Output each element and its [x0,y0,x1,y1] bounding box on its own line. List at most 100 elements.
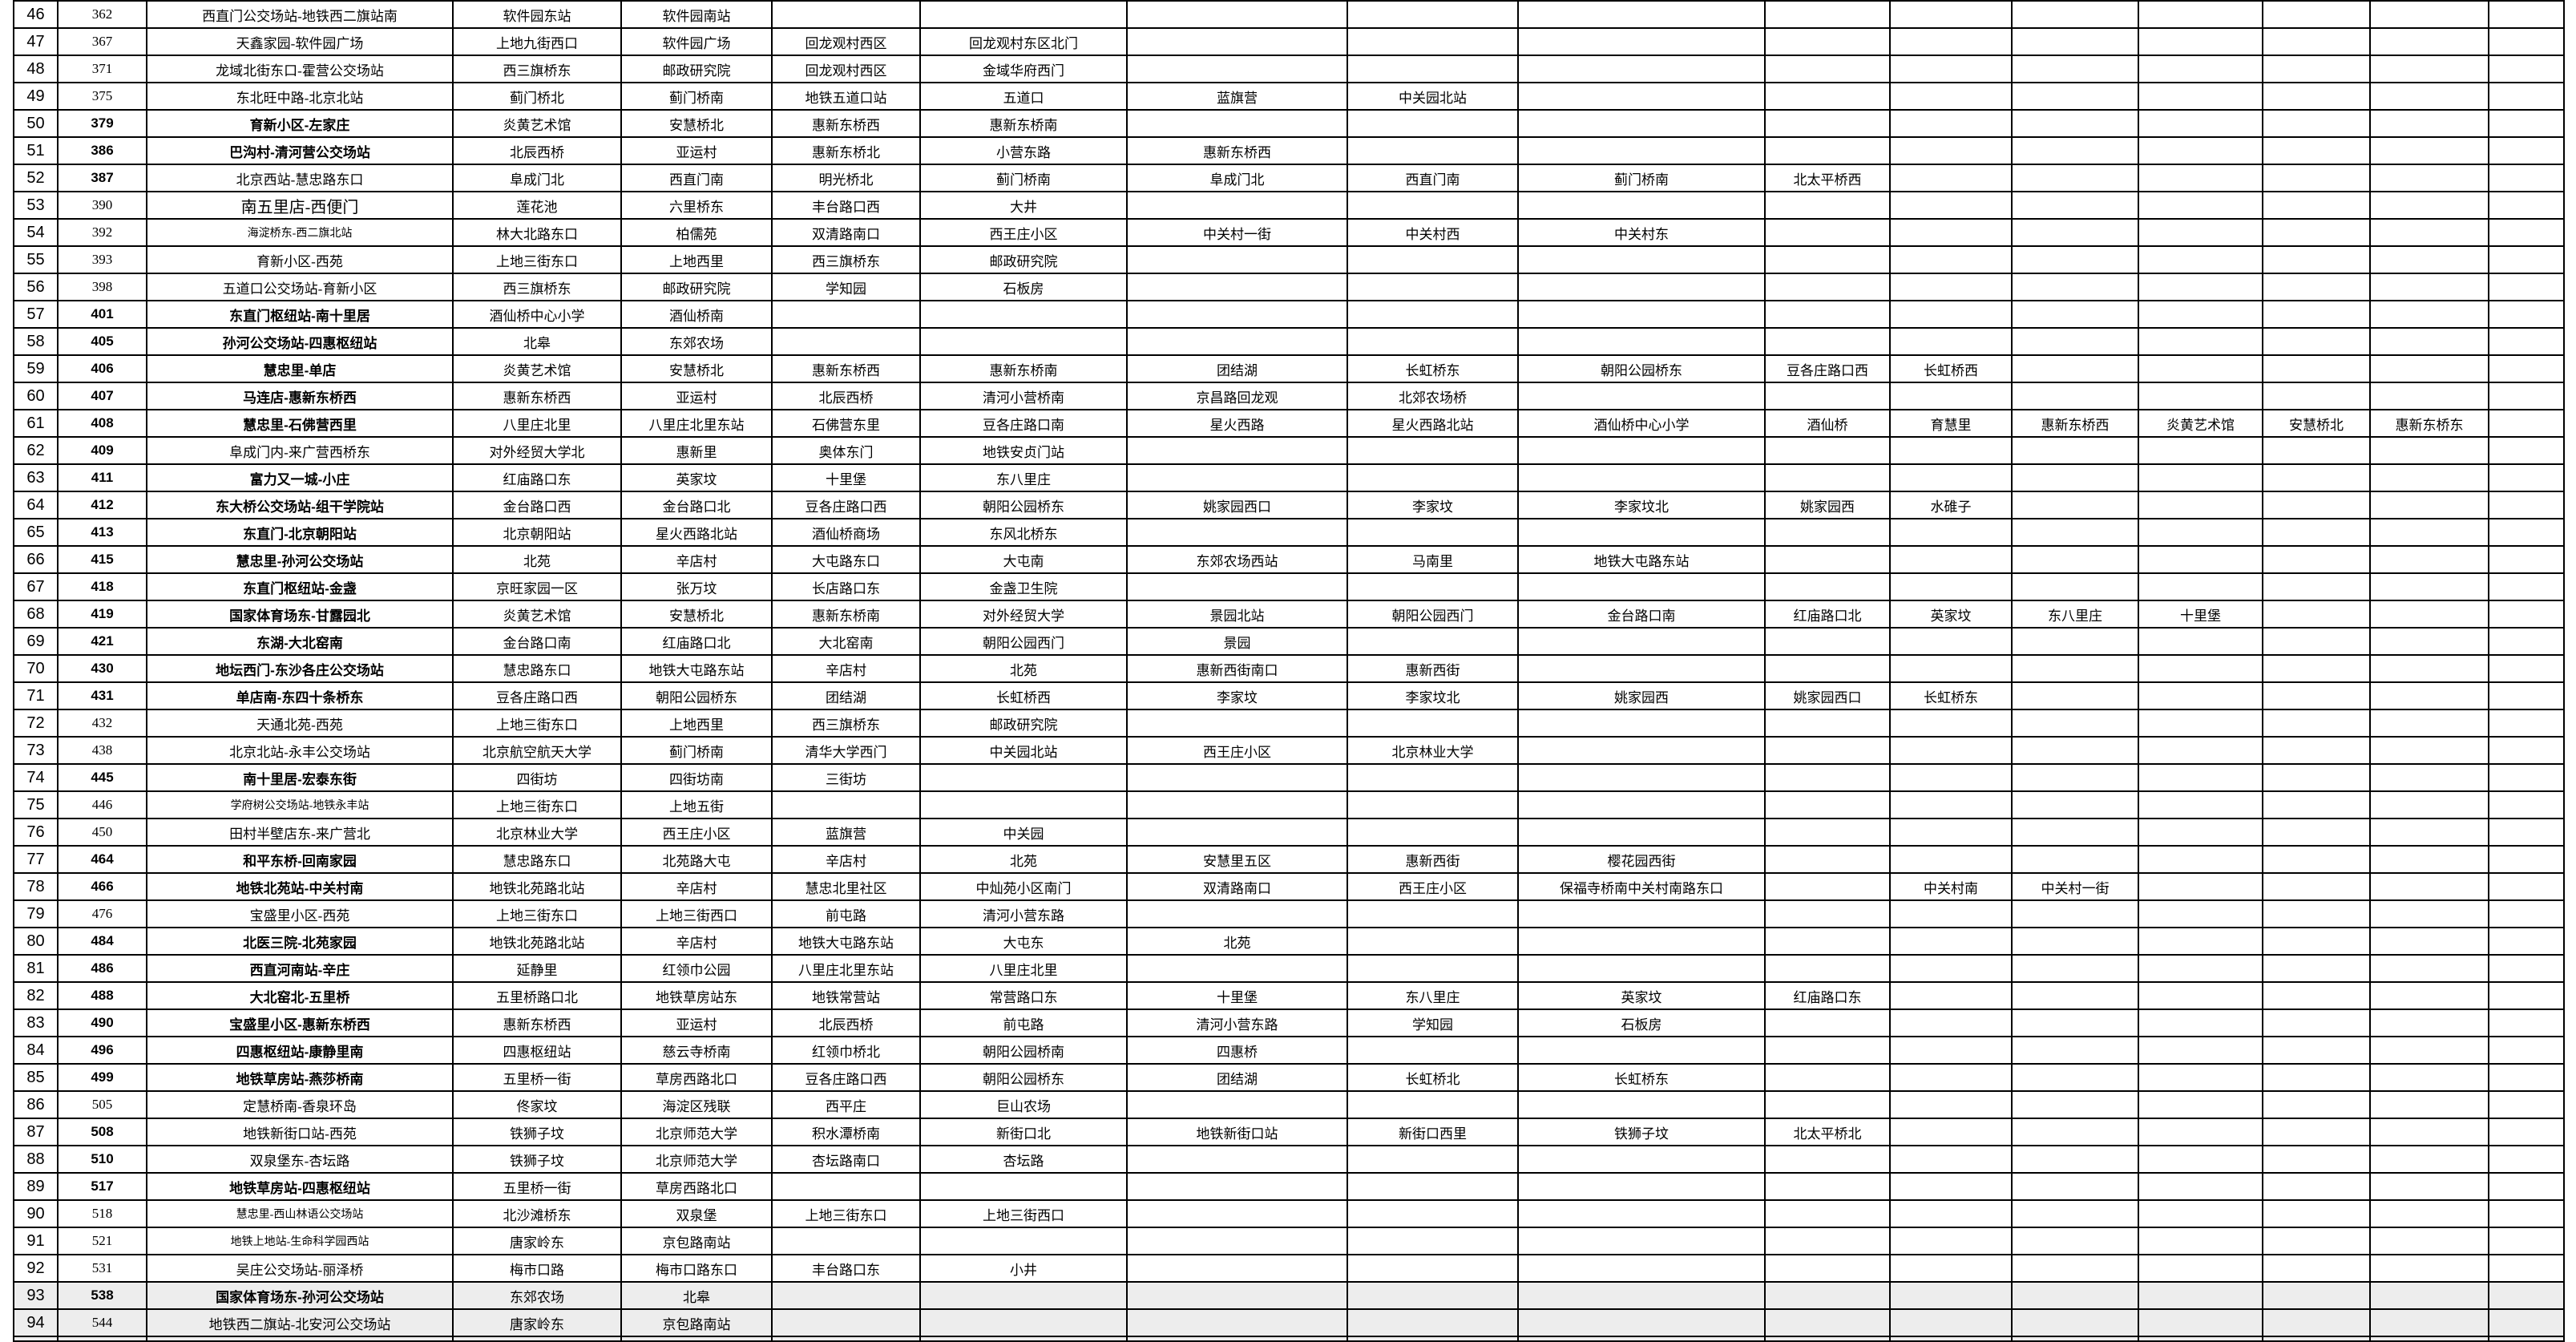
station-cell[interactable] [2263,356,2371,383]
station-cell[interactable]: 东郊农场西站 [1128,547,1348,574]
station-cell[interactable] [1519,956,1766,983]
station-cell[interactable]: 西王庄小区 [1128,738,1348,765]
station-cell[interactable] [1348,1337,1519,1342]
route-name-cell[interactable]: 吴庄公交场站-丽泽桥 [147,1255,454,1283]
station-cell[interactable] [773,1174,921,1201]
row-number-cell[interactable]: 62 [14,438,59,465]
station-cell[interactable] [1519,574,1766,601]
station-cell[interactable]: 大北窑南 [773,629,921,656]
row-number-cell[interactable]: 53 [14,192,59,220]
station-cell[interactable] [2013,138,2139,165]
station-cell[interactable] [2489,683,2565,710]
station-cell[interactable] [2489,819,2565,847]
station-cell[interactable] [2489,1283,2565,1310]
station-cell[interactable]: 前屯路 [773,901,921,928]
station-cell[interactable]: 京昌路回龙观 [1128,383,1348,410]
station-cell[interactable] [2013,1065,2139,1092]
station-cell[interactable] [1891,1228,2013,1255]
station-cell[interactable] [2139,1174,2263,1201]
station-cell[interactable]: 学知园 [773,274,921,301]
station-cell[interactable] [1348,138,1519,165]
row-number-cell[interactable]: 85 [14,1065,59,1092]
station-cell[interactable]: 西三旗桥东 [773,710,921,738]
station-cell[interactable]: 水碓子 [1891,492,2013,519]
station-cell[interactable] [1519,1146,1766,1174]
station-cell[interactable]: 地铁新街口站 [1128,1119,1348,1146]
station-cell[interactable] [1128,1255,1348,1283]
row-number-cell[interactable]: 89 [14,1174,59,1201]
station-cell[interactable] [2139,138,2263,165]
route-name-cell[interactable]: 巴沟村-清河营公交场站 [147,138,454,165]
row-number-cell[interactable]: 56 [14,274,59,301]
station-cell[interactable]: 双泉堡 [622,1201,773,1228]
station-cell[interactable]: 姚家园西 [1766,492,1891,519]
station-cell[interactable] [2263,1310,2371,1337]
station-cell[interactable]: 西直门南 [1348,165,1519,192]
station-cell[interactable]: 炎黄艺术馆 [454,356,622,383]
station-cell[interactable] [454,1337,622,1342]
station-cell[interactable]: 草房西路北口 [622,1065,773,1092]
station-cell[interactable] [2489,83,2565,111]
route-id-cell[interactable]: 484 [59,928,147,956]
station-cell[interactable]: 前屯路 [921,1010,1128,1037]
station-cell[interactable]: 蓟门桥南 [1519,165,1766,192]
row-number-cell[interactable]: 69 [14,629,59,656]
row-number-cell[interactable]: 79 [14,901,59,928]
station-cell[interactable] [1766,220,1891,247]
station-cell[interactable]: 辛店村 [622,928,773,956]
station-cell[interactable] [1891,956,2013,983]
station-cell[interactable]: 双清路南口 [773,220,921,247]
station-cell[interactable] [1891,465,2013,492]
station-cell[interactable]: 惠新东桥南 [773,601,921,629]
station-cell[interactable]: 红庙路口北 [1766,601,1891,629]
station-cell[interactable] [1891,383,2013,410]
station-cell[interactable] [1128,329,1348,356]
station-cell[interactable]: 上地三街东口 [454,247,622,274]
station-cell[interactable]: 地铁大屯路东站 [1519,547,1766,574]
station-cell[interactable] [1766,1255,1891,1283]
station-cell[interactable]: 明光桥北 [773,165,921,192]
station-cell[interactable]: 北苑 [921,656,1128,683]
station-cell[interactable] [1128,29,1348,56]
station-cell[interactable] [2489,656,2565,683]
station-cell[interactable] [2013,192,2139,220]
station-cell[interactable]: 五里桥路口北 [454,983,622,1010]
station-cell[interactable]: 金台路口南 [454,629,622,656]
route-name-cell[interactable]: 地铁西二旗站-北安河公交场站 [147,1310,454,1337]
station-cell[interactable]: 长虹桥东 [1519,1065,1766,1092]
station-cell[interactable]: 酒仙桥中心小学 [454,301,622,329]
route-id-cell[interactable]: 518 [59,1201,147,1228]
route-name-cell[interactable]: 富力又一城-小庄 [147,465,454,492]
station-cell[interactable] [2263,792,2371,819]
station-cell[interactable] [2013,738,2139,765]
station-cell[interactable] [2263,56,2371,83]
station-cell[interactable] [921,792,1128,819]
station-cell[interactable] [1891,329,2013,356]
station-cell[interactable] [2263,1146,2371,1174]
route-name-cell[interactable]: 天通北苑-西苑 [147,710,454,738]
station-cell[interactable] [2263,1201,2371,1228]
station-cell[interactable]: 惠新东桥西 [1128,138,1348,165]
station-cell[interactable] [1766,301,1891,329]
station-cell[interactable]: 西平庄 [773,1092,921,1119]
station-cell[interactable]: 星火西路北站 [622,519,773,547]
row-number-cell[interactable]: 93 [14,1283,59,1310]
station-cell[interactable]: 杏坛路 [921,1146,1128,1174]
station-cell[interactable] [2371,1255,2489,1283]
row-number-cell[interactable]: 88 [14,1146,59,1174]
station-cell[interactable] [2371,601,2489,629]
station-cell[interactable] [1519,83,1766,111]
station-cell[interactable]: 景园北站 [1128,601,1348,629]
station-cell[interactable] [2489,956,2565,983]
station-cell[interactable] [2263,1010,2371,1037]
row-number-cell[interactable]: 91 [14,1228,59,1255]
station-cell[interactable] [2013,165,2139,192]
station-cell[interactable] [921,1174,1128,1201]
station-cell[interactable] [2263,220,2371,247]
station-cell[interactable] [2371,710,2489,738]
station-cell[interactable] [1519,519,1766,547]
route-name-cell[interactable]: 阜成门内-来广营西桥东 [147,438,454,465]
route-name-cell[interactable]: 田村半壁店东-来广营北 [147,819,454,847]
station-cell[interactable]: 团结湖 [773,683,921,710]
station-cell[interactable] [1891,1119,2013,1146]
